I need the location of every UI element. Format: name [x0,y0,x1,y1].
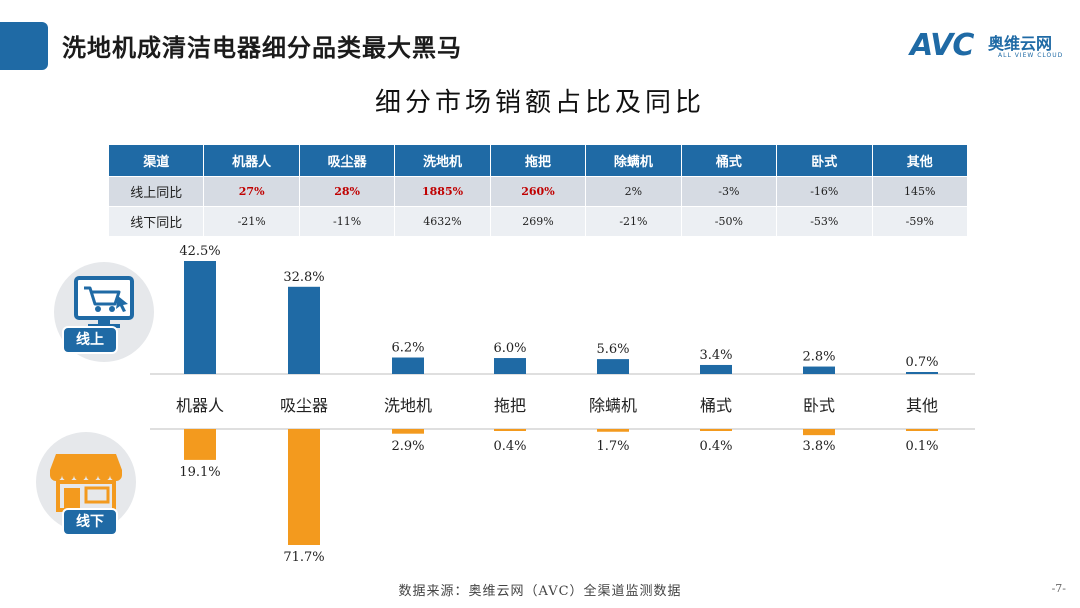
offline-data-label: 0.4% [493,439,526,454]
online-data-label: 6.0% [493,341,526,356]
category-label: 拖把 [494,396,526,415]
category-label: 除螨机 [589,396,637,415]
offline-bar [184,429,216,460]
header-accent-bar [0,22,48,70]
online-bar [700,364,732,374]
logo-mark: AVC [910,28,974,63]
online-bar [184,261,216,374]
table-row-offline-yoy: 线下同比 -21% -11% 4632% 269% -21% -50% -53%… [107,206,968,237]
yoy-table-header: 渠道 机器人 吸尘器 洗地机 拖把 除螨机 桶式 卧式 其他 [107,144,968,177]
offline-bar [597,429,629,432]
row-label: 线下同比 [107,206,205,237]
table-row-online-yoy: 线上同比 27% 28% 1885% 260% 2% -3% -16% 145% [107,176,968,207]
data-source-note: 数据来源：奥维云网（AVC）全渠道监测数据 [398,584,682,599]
row-label: 线上同比 [107,176,205,207]
table-cell: -21% [203,206,300,237]
table-cell: 1885% [394,176,491,207]
online-data-label: 3.4% [699,348,732,363]
table-cell: 28% [298,176,396,207]
online-data-label: 42.5% [179,244,220,259]
category-label: 吸尘器 [280,396,328,415]
offline-bar [803,429,835,436]
online-data-label: 6.2% [391,341,424,356]
offline-data-label: 0.1% [905,439,938,454]
offline-bar [906,429,938,431]
offline-data-label: 2.9% [391,439,424,454]
yoy-header-cell: 卧式 [776,144,873,177]
table-cell: 4632% [394,206,491,237]
yoy-header-cell: 机器人 [203,144,300,177]
yoy-table: 渠道 机器人 吸尘器 洗地机 拖把 除螨机 桶式 卧式 其他 线上同比 27% … [107,144,968,237]
logo-cn-text: 奥维云网 [988,34,1053,53]
storefront-icon [50,454,122,512]
table-cell: 269% [489,206,587,237]
offline-icon-circle [36,432,136,532]
offline-data-label: 71.7% [283,550,324,565]
table-cell: 27% [203,176,300,207]
online-bar [288,286,320,374]
category-label: 洗地机 [384,396,432,415]
table-cell: -50% [680,206,778,237]
online-bar [597,359,629,374]
table-cell: 260% [489,176,587,207]
category-label: 桶式 [700,396,732,415]
page-number: -7- [1051,582,1066,595]
offline-data-label: 0.4% [699,439,732,454]
yoy-header-cell: 吸尘器 [298,144,396,177]
offline-bar [392,429,424,434]
online-bar [906,372,938,374]
logo-en-text: ALL VIEW CLOUD [998,52,1064,59]
online-data-label: 0.7% [905,355,938,370]
category-label: 卧式 [803,396,835,415]
yoy-header-cell: 拖把 [489,144,587,177]
category-label: 其他 [906,396,938,415]
shopping-cart-monitor-icon [74,276,134,328]
yoy-header-cell: 除螨机 [585,144,682,177]
table-cell: -3% [680,176,778,207]
offline-bar [494,429,526,431]
table-cell: -16% [776,176,873,207]
online-data-label: 5.6% [596,342,629,357]
offline-data-label: 3.8% [802,439,835,454]
table-cell: -59% [871,206,968,237]
chart-title: 细分市场销额占比及同比 [374,88,705,118]
online-bar [803,366,835,374]
online-bar [392,357,424,374]
offline-bar [288,429,320,545]
slide-title: 洗地机成清洁电器细分品类最大黑马 [62,34,462,62]
offline-data-label: 19.1% [179,465,220,480]
avc-logo: AVC 奥维云网 ALL VIEW CLOUD [910,28,1070,68]
online-bar [494,358,526,374]
offline-badge: 线下 [62,508,118,536]
offline-data-label: 1.7% [596,439,629,454]
online-data-label: 2.8% [802,350,835,365]
yoy-header-cell: 桶式 [680,144,778,177]
category-label: 机器人 [176,396,224,415]
online-badge: 线上 [62,326,118,354]
offline-bar [700,429,732,431]
yoy-header-cell: 其他 [871,144,968,177]
table-cell: -53% [776,206,873,237]
online-data-label: 32.8% [283,270,324,285]
